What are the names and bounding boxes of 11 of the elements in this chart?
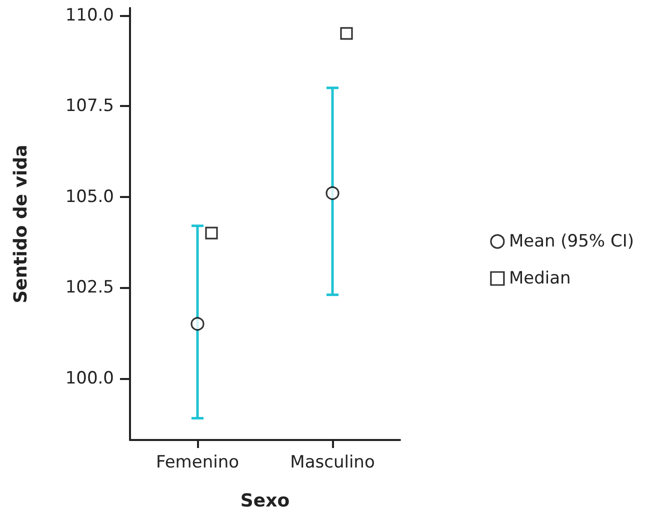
y-tick-label: 105.0 xyxy=(65,186,114,207)
y-axis-title: Sentido de vida xyxy=(10,144,32,304)
x-tick-label: Femenino xyxy=(156,452,239,472)
y-tick-label: 107.5 xyxy=(65,96,114,116)
x-axis-title: Sexo xyxy=(240,490,290,512)
y-tick-label: 110.0 xyxy=(65,5,114,26)
x-tick-label: Masculino xyxy=(290,452,375,472)
y-tick-label: 102.5 xyxy=(65,278,114,298)
legend-label: Mean (95% CI) xyxy=(508,232,634,252)
legend-label: Median xyxy=(508,268,571,288)
y-tick-label: 100.0 xyxy=(65,368,114,388)
